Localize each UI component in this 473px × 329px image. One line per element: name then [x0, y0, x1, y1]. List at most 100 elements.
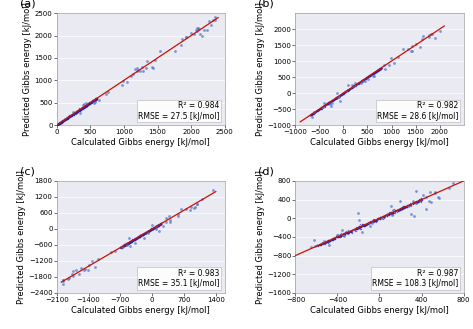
Point [362, 222, 370, 227]
Point [67, 112, 75, 117]
Point [196, 32, 204, 37]
Point [76, 107, 84, 112]
Point [326, 99, 334, 105]
Point [412, 200, 419, 205]
Point [306, 113, 314, 118]
Point [356, 224, 363, 229]
Point [364, 74, 372, 79]
Point [87, 99, 94, 105]
Point [417, 198, 425, 203]
Point [347, 86, 354, 91]
Point [67, 114, 74, 119]
Point [55, 120, 63, 126]
Point [338, 92, 345, 97]
Point [343, 229, 351, 234]
Point [84, 102, 92, 107]
Point [339, 231, 346, 237]
Point [353, 226, 360, 231]
Point [413, 200, 420, 206]
Point [336, 92, 344, 98]
Point [388, 210, 396, 215]
Point [73, 109, 80, 114]
Point [137, 233, 145, 238]
Point [329, 238, 336, 243]
Point [369, 72, 377, 77]
Point [86, 262, 93, 267]
Y-axis label: Predicted Gibbs energy [kJ/mol]: Predicted Gibbs energy [kJ/mol] [255, 170, 264, 304]
Point [395, 209, 403, 214]
Point [76, 107, 83, 112]
Point [352, 82, 360, 87]
Point [334, 94, 342, 99]
Point [380, 215, 388, 220]
Point [318, 105, 325, 110]
Point [371, 70, 379, 75]
Point [377, 65, 385, 70]
Point [145, 229, 152, 234]
Point [59, 118, 67, 124]
Point [316, 241, 324, 247]
Point [58, 119, 65, 125]
Point [409, 201, 417, 207]
Point [128, 238, 136, 243]
Point [415, 197, 422, 203]
Point [374, 67, 381, 73]
Point [188, 30, 195, 36]
Point [394, 208, 402, 213]
Point [317, 242, 324, 247]
Point [333, 95, 341, 100]
Point [141, 230, 149, 236]
Point [401, 205, 409, 210]
Point [317, 242, 325, 248]
Point [62, 116, 70, 122]
Point [83, 103, 91, 108]
Point [339, 91, 347, 96]
Point [140, 231, 148, 236]
Point [74, 108, 82, 113]
Point [358, 223, 365, 228]
Point [406, 202, 413, 207]
Point [365, 73, 373, 79]
Point [335, 94, 342, 99]
Point [308, 112, 316, 117]
Point [72, 111, 79, 116]
Point [386, 211, 394, 216]
Point [413, 200, 421, 205]
Point [125, 240, 133, 245]
Point [403, 203, 411, 209]
Point [358, 78, 366, 84]
Point [76, 106, 84, 112]
Point [152, 224, 160, 229]
Point [136, 68, 143, 74]
Point [375, 215, 382, 221]
Point [403, 203, 411, 208]
Point [379, 214, 387, 219]
Point [79, 104, 87, 109]
Point [65, 276, 73, 281]
Point [81, 104, 89, 109]
Point [320, 242, 327, 247]
Point [73, 110, 81, 115]
Point [120, 242, 128, 248]
Point [324, 238, 331, 243]
Point [371, 218, 378, 223]
Point [343, 230, 351, 235]
Point [394, 207, 402, 212]
Point [394, 55, 402, 60]
Point [125, 240, 133, 245]
Point [411, 200, 418, 206]
Point [75, 107, 83, 112]
Point [56, 121, 63, 126]
Point [154, 223, 161, 229]
Point [325, 102, 333, 107]
Point [88, 99, 96, 104]
Point [147, 227, 155, 233]
Point [126, 239, 133, 244]
Point [386, 210, 394, 215]
Point [150, 225, 158, 231]
Point [142, 230, 149, 236]
Point [124, 241, 131, 246]
Point [70, 111, 78, 116]
Point [140, 231, 148, 236]
Point [321, 102, 328, 108]
